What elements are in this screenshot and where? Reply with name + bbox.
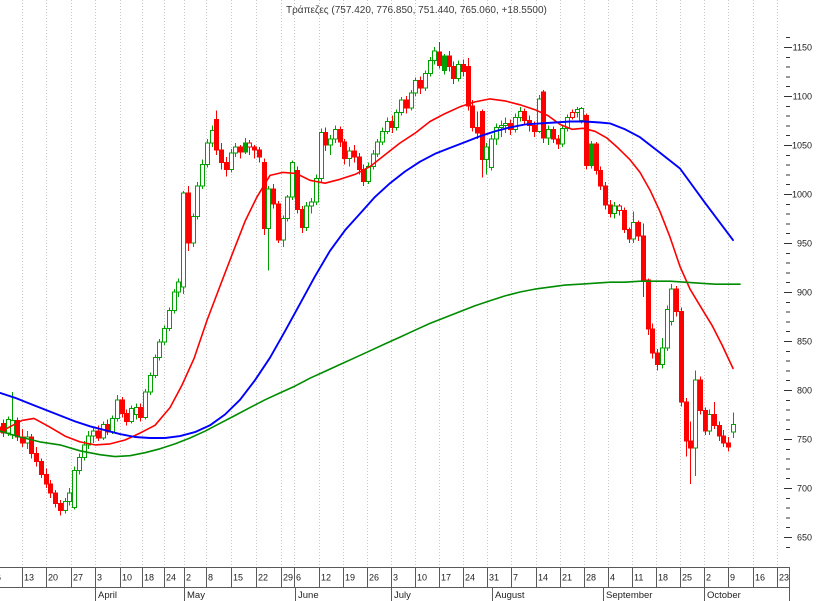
ma-short-red <box>0 98 734 446</box>
week-tick-label: 17 <box>441 573 451 583</box>
chart-title: Τράπεζες (757.420, 776.850, 751.440, 765… <box>286 5 547 16</box>
svg-text:800: 800 <box>797 386 812 396</box>
week-tick-label: 20 <box>48 573 58 583</box>
svg-text:750: 750 <box>797 435 812 445</box>
week-tick-label: 3 <box>97 573 102 583</box>
week-tick-label: 21 <box>562 573 572 583</box>
month-label: October <box>707 590 741 601</box>
week-tick-label: 2 <box>706 573 711 583</box>
week-tick-label: 4 <box>610 573 615 583</box>
ma-long-green <box>0 280 741 458</box>
svg-text:1000: 1000 <box>792 190 812 200</box>
week-tick-label: 26 <box>369 573 379 583</box>
week-tick-label: 18 <box>144 573 154 583</box>
week-tick-label: 24 <box>465 573 475 583</box>
week-tick-label: 27 <box>73 573 83 583</box>
week-tick-label: 13 <box>24 573 34 583</box>
week-tick-label: 9 <box>730 573 735 583</box>
x-axis <box>0 567 790 601</box>
week-tick-label: 15 <box>233 573 243 583</box>
week-tick-label: 12 <box>321 573 331 583</box>
x-axis-labels: 6132027310182428152229612192631017243171… <box>0 573 789 601</box>
week-tick-label: 7 <box>513 573 518 583</box>
svg-text:650: 650 <box>797 533 812 543</box>
month-label: May <box>187 590 205 601</box>
svg-text:1050: 1050 <box>792 141 812 151</box>
week-tick-label: 25 <box>682 573 692 583</box>
svg-text:900: 900 <box>797 288 812 298</box>
svg-text:1150: 1150 <box>793 43 812 53</box>
week-tick-label: 10 <box>122 573 132 583</box>
week-tick-label: 10 <box>417 573 427 583</box>
candles-layer <box>0 42 736 516</box>
week-tick-label: 6 <box>0 573 1 583</box>
week-tick-label: 3 <box>393 573 398 583</box>
month-label: August <box>495 590 525 601</box>
svg-text:700: 700 <box>797 484 812 494</box>
week-tick-label: 18 <box>658 573 668 583</box>
ma-mid-blue <box>0 120 734 439</box>
week-tick-label: 28 <box>586 573 596 583</box>
month-label: April <box>98 590 117 601</box>
week-tick-label: 14 <box>538 573 548 583</box>
week-tick-label: 22 <box>258 573 268 583</box>
week-tick-label: 6 <box>296 573 301 583</box>
grid-layer <box>22 0 778 567</box>
month-label: September <box>606 590 652 601</box>
week-tick-label: 11 <box>634 573 643 583</box>
svg-text:850: 850 <box>797 337 812 347</box>
svg-text:950: 950 <box>797 239 812 249</box>
y-axis-labels: 650 700 750 800 850 900 950 1000 1050 1100 1150 <box>792 43 812 543</box>
week-tick-label: 16 <box>755 573 765 583</box>
svg-text:1100: 1100 <box>793 92 812 102</box>
week-tick-label: 23 <box>779 573 789 583</box>
week-tick-label: 2 <box>186 573 191 583</box>
month-label: June <box>298 590 319 601</box>
week-tick-label: 19 <box>345 573 355 583</box>
week-tick-label: 31 <box>489 573 499 583</box>
month-label: July <box>394 590 411 601</box>
y-axis <box>784 37 792 548</box>
week-tick-label: 24 <box>166 573 176 583</box>
week-tick-label: 29 <box>283 573 293 583</box>
week-tick-label: 8 <box>208 573 213 583</box>
